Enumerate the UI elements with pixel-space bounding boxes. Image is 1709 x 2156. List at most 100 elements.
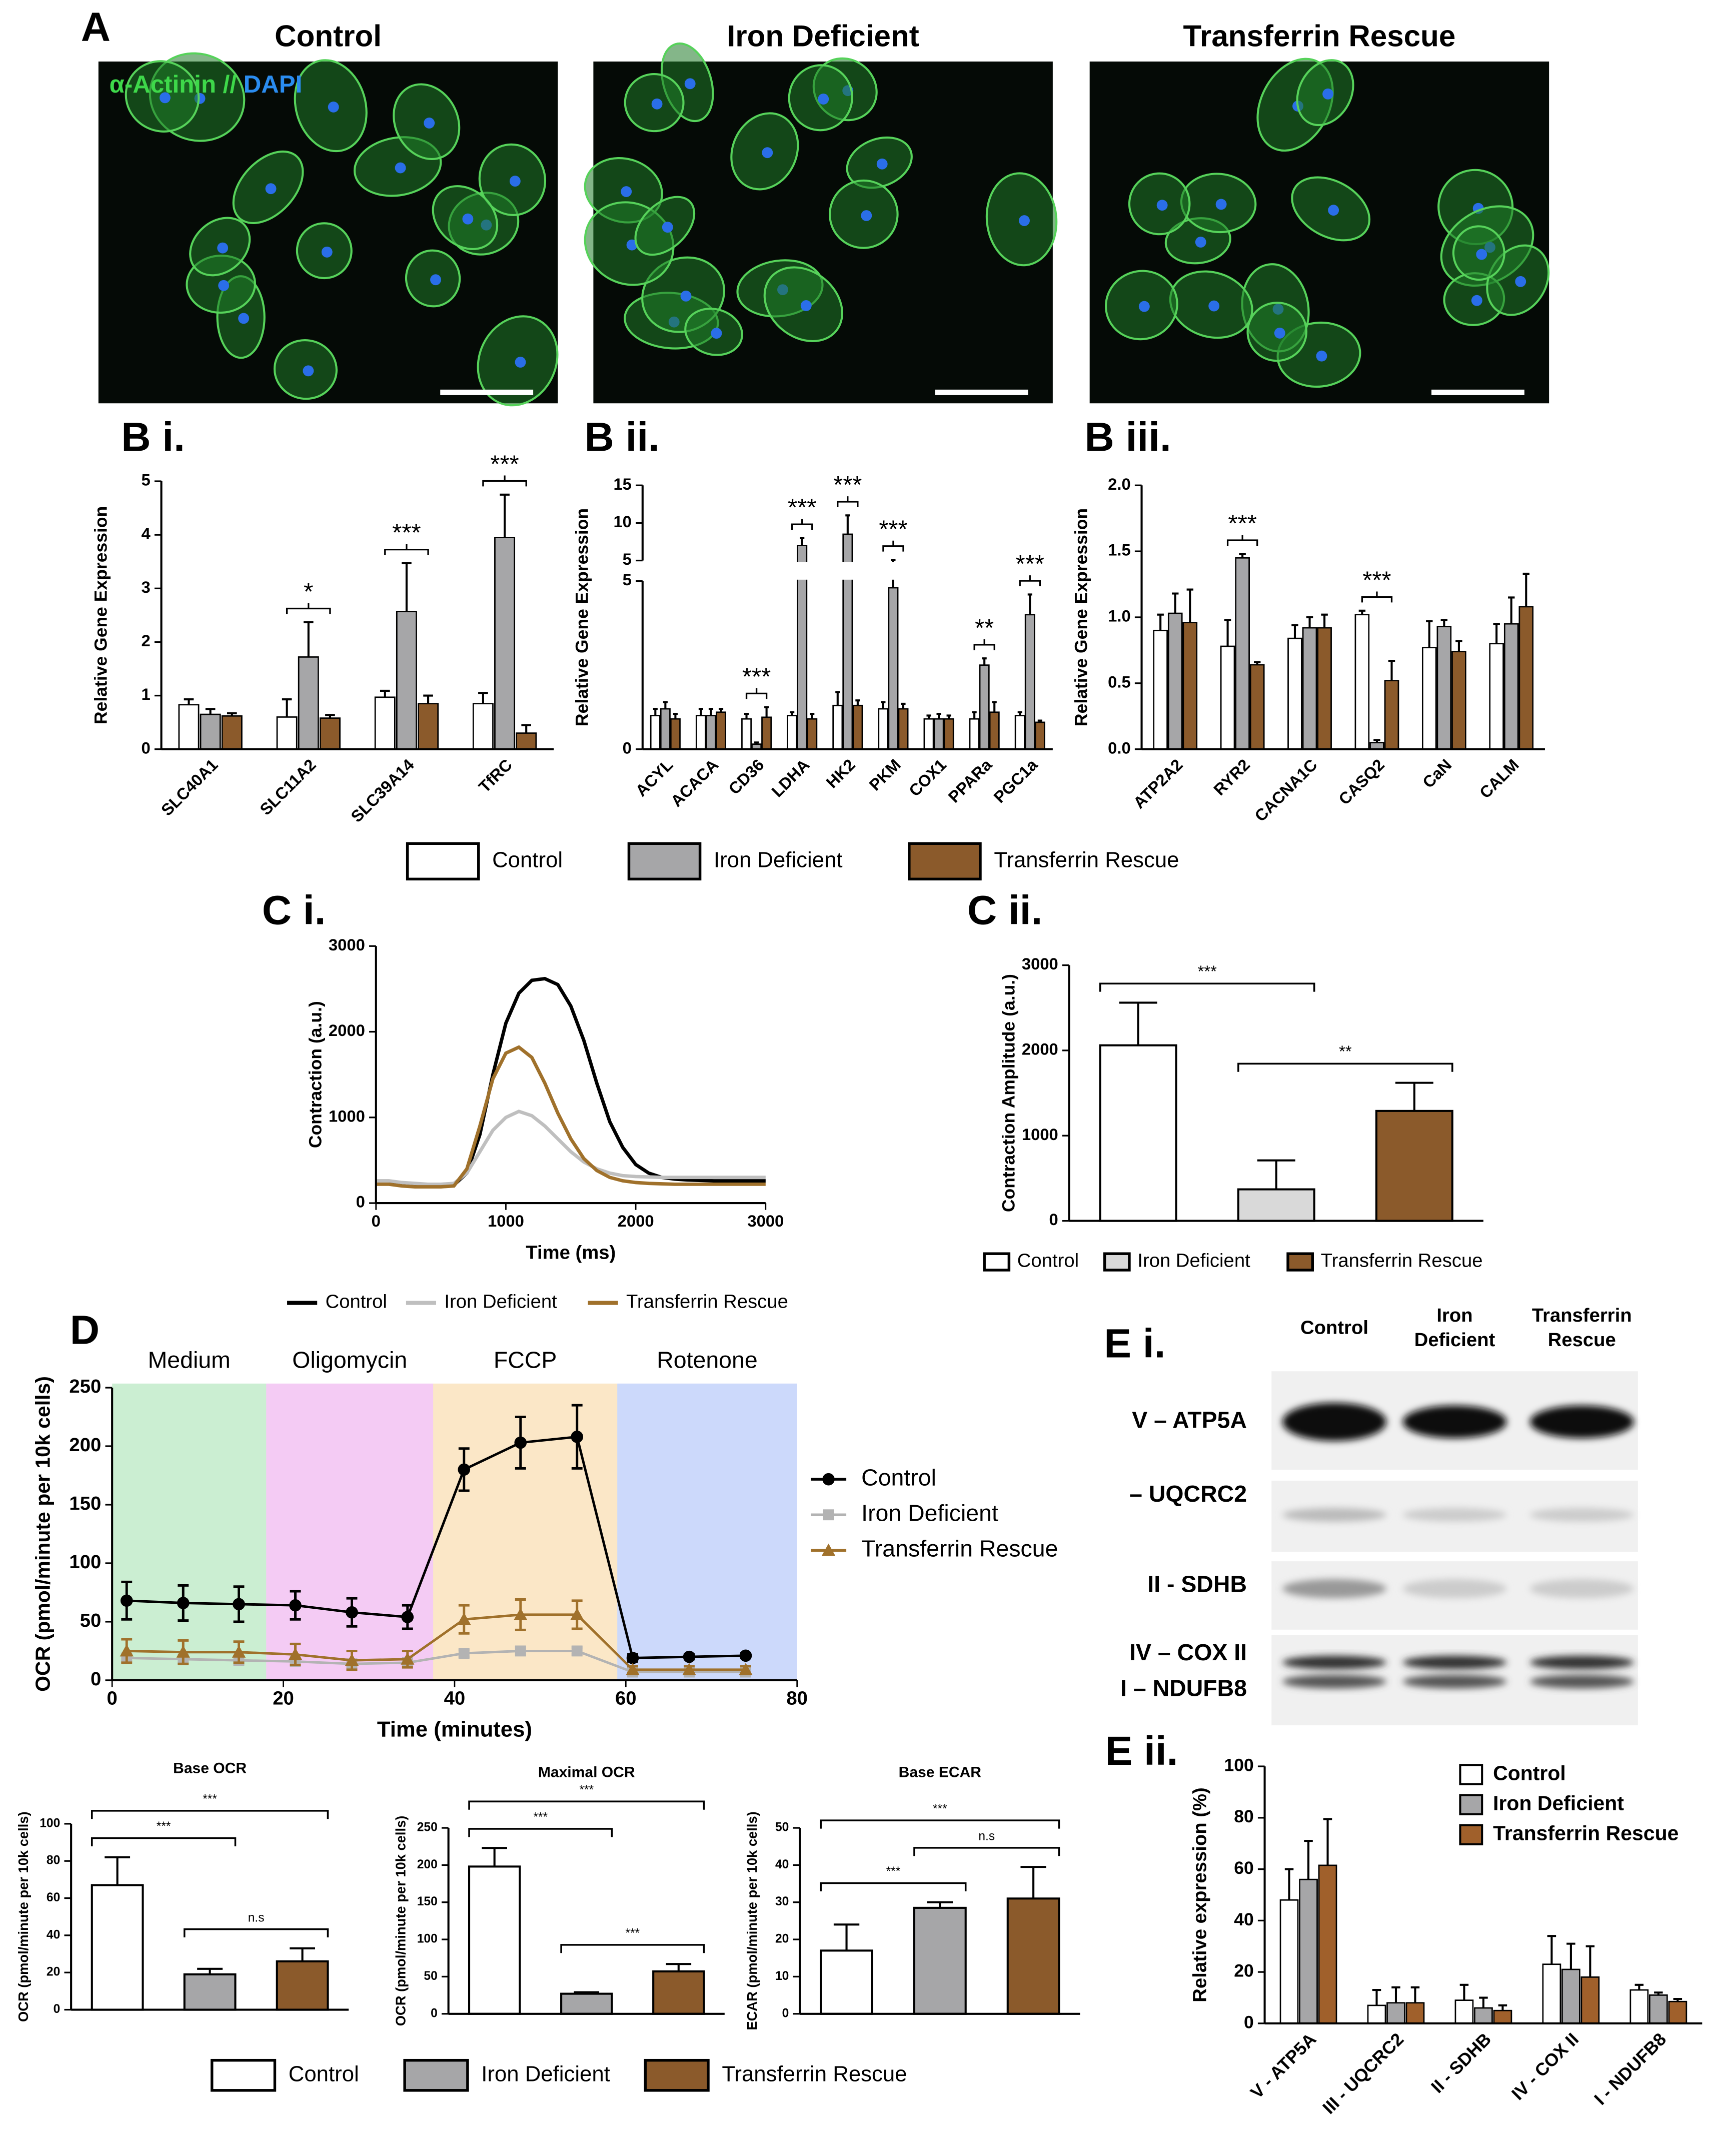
legend-swatch <box>983 1252 1011 1272</box>
phase-label: Rotenone <box>657 1347 757 1373</box>
error-bar <box>653 707 658 716</box>
marker <box>457 1612 471 1625</box>
nucleus <box>762 147 773 159</box>
significance-bracket <box>745 688 768 699</box>
marker <box>626 1663 640 1675</box>
x-tick-label: II - SDHB <box>1427 2029 1495 2097</box>
x-tick-label: HK2 <box>822 755 859 792</box>
marker <box>626 1652 639 1664</box>
significance-bracket <box>482 475 527 487</box>
marker <box>346 1606 358 1619</box>
error-bar <box>1027 593 1032 615</box>
significance-label: * <box>304 578 313 605</box>
significance-bracket <box>882 540 904 552</box>
nucleus <box>684 78 696 90</box>
error-bar <box>105 1856 131 1885</box>
nucleus <box>265 183 277 195</box>
error-bar <box>1654 1991 1663 1995</box>
bar <box>1629 1989 1649 2024</box>
error-bar <box>1304 1840 1313 1880</box>
bar <box>1182 622 1198 750</box>
error-bar <box>205 708 216 715</box>
x-tick-label: COX1 <box>905 755 950 800</box>
nucleus <box>621 186 632 197</box>
bar <box>1668 2000 1687 2024</box>
marker <box>233 1598 245 1611</box>
y-tick-label: 40 <box>47 1928 60 1941</box>
legend-label: Control <box>289 2061 359 2086</box>
error-bar <box>1306 616 1313 628</box>
y-tick-label: 60 <box>1234 1858 1254 1878</box>
bar <box>878 708 889 750</box>
significance-label: *** <box>1228 510 1256 537</box>
marker <box>821 1543 836 1556</box>
bar <box>396 611 417 750</box>
y-axis-label: Relative Gene Expression <box>572 508 592 726</box>
significance-bracket <box>837 496 859 507</box>
blot-band <box>1402 1655 1507 1670</box>
nucleus <box>1274 327 1285 339</box>
axis-break <box>634 562 1053 580</box>
y-tick-label: 0.5 <box>1108 672 1131 691</box>
series-line <box>376 1110 766 1186</box>
error-bar <box>1508 596 1515 624</box>
y-tick-label: 50 <box>775 1821 789 1834</box>
x-tick-label: 1000 <box>488 1212 524 1230</box>
legend-swatch <box>403 2058 469 2092</box>
significance-bracket <box>973 639 995 650</box>
error-bar <box>1373 739 1380 743</box>
blot-band <box>1402 1579 1507 1598</box>
bar <box>1024 614 1035 750</box>
bar <box>1503 623 1519 750</box>
nucleus <box>1471 295 1482 306</box>
nucleus <box>1156 200 1168 211</box>
error-bar <box>1037 719 1042 722</box>
marker <box>232 1645 246 1658</box>
y-tick-label: 2000 <box>329 1021 365 1039</box>
error-bar <box>926 714 931 719</box>
error-bar <box>1284 1868 1294 1900</box>
significance-line <box>820 1882 967 1891</box>
error-bar <box>1239 553 1246 558</box>
significance-label: *** <box>392 519 421 547</box>
y-tick-label: 2.0 <box>1108 475 1131 493</box>
significance-label: *** <box>742 663 771 690</box>
x-tick-label: 0 <box>372 1212 381 1230</box>
significance-label: n.s <box>248 1911 265 1924</box>
significance-line <box>468 1828 613 1837</box>
bar <box>1354 614 1370 750</box>
stain-label: α-Actinin // DAPI <box>110 71 303 98</box>
series-line <box>127 1435 746 1659</box>
bar <box>494 537 516 750</box>
bar <box>1318 1864 1337 2024</box>
blot-row-label: V – ATP5A <box>1132 1407 1247 1433</box>
bar <box>888 587 899 750</box>
legend-swatch <box>1286 1252 1314 1272</box>
error-bar <box>1410 1986 1420 2003</box>
blot-band <box>1402 1405 1507 1439</box>
significance-line <box>1237 1062 1453 1072</box>
nucleus <box>462 213 474 225</box>
error-bar <box>1157 613 1164 631</box>
y-tick-label: 0.0 <box>1108 738 1131 757</box>
error-bar <box>1547 1935 1556 1964</box>
blot-column-label: Rescue <box>1548 1329 1616 1351</box>
image-title: Iron Deficient <box>727 19 919 53</box>
significance-line <box>820 1819 1060 1829</box>
y-tick-label: 3000 <box>329 935 365 954</box>
x-tick-label: CASQ2 <box>1335 755 1388 808</box>
bar <box>1237 1188 1315 1222</box>
nucleus <box>515 357 526 368</box>
significance-label: *** <box>579 1783 594 1797</box>
y-tick-label: 10 <box>613 512 631 531</box>
significance-label: *** <box>533 1811 548 1824</box>
error-bar <box>764 706 769 717</box>
error-bar <box>666 1963 692 1972</box>
x-axis-label: Time (minutes) <box>377 1717 532 1742</box>
panel-label: B iii. <box>1085 415 1171 460</box>
marker <box>177 1597 190 1609</box>
bar <box>91 1884 144 2011</box>
y-tick-label: 60 <box>47 1891 60 1904</box>
legend-swatch <box>627 842 702 881</box>
y-tick-label: 30 <box>775 1895 789 1908</box>
